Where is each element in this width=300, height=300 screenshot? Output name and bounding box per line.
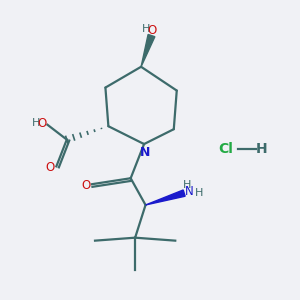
- Text: N: N: [140, 146, 151, 159]
- Text: O: O: [148, 24, 157, 37]
- Text: Cl: Cl: [218, 142, 233, 155]
- Text: N: N: [185, 185, 194, 198]
- Text: O: O: [81, 179, 90, 192]
- Text: O: O: [38, 117, 47, 130]
- Text: H: H: [195, 188, 203, 198]
- Text: H: H: [256, 142, 267, 155]
- Text: O: O: [45, 161, 55, 174]
- Text: H: H: [32, 118, 41, 128]
- Text: H: H: [142, 24, 150, 34]
- Polygon shape: [141, 34, 155, 67]
- Text: H: H: [183, 180, 191, 190]
- Polygon shape: [146, 190, 185, 205]
